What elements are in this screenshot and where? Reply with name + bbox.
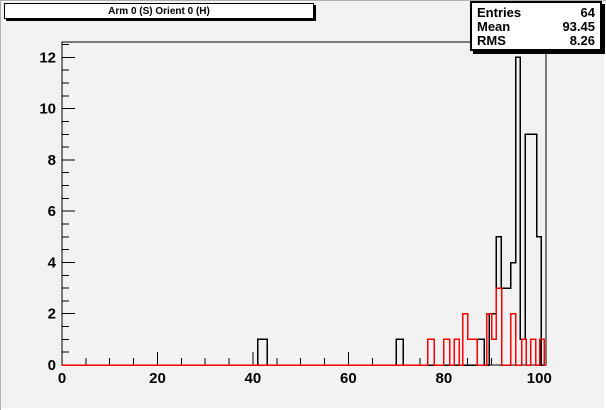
stat-label: Entries (477, 4, 522, 20)
svg-text:12: 12 (39, 49, 56, 66)
x-axis-labels: 0 20 40 60 80 100 (58, 370, 552, 387)
stat-label: Mean (477, 18, 511, 34)
y-axis (62, 44, 75, 366)
stat-row-mean: Mean 93.45 (477, 20, 595, 33)
svg-text:10: 10 (39, 101, 56, 118)
title-box[interactable]: Arm 0 (S) Orient 0 (H) (4, 3, 314, 19)
svg-text:80: 80 (436, 370, 453, 387)
stats-box[interactable]: Entries 64 Mean 93.45 RMS 8.26 (470, 1, 602, 51)
red-histogram-path (62, 287, 546, 366)
stat-value: 8.26 (569, 32, 595, 48)
svg-text:4: 4 (48, 255, 57, 272)
stat-value: 64 (580, 4, 595, 20)
svg-text:2: 2 (48, 306, 56, 323)
y-axis-labels: 0 2 4 6 8 10 12 (39, 49, 56, 374)
plot-frame (61, 41, 547, 366)
svg-text:100: 100 (527, 370, 552, 387)
svg-text:60: 60 (340, 370, 357, 387)
svg-text:0: 0 (48, 357, 56, 374)
svg-text:20: 20 (149, 370, 166, 387)
stat-row-rms: RMS 8.26 (477, 34, 595, 47)
plot-title: Arm 0 (S) Orient 0 (H) (108, 5, 210, 17)
stat-row-entries: Entries 64 (477, 6, 595, 19)
svg-text:6: 6 (48, 203, 56, 220)
x-axis (61, 352, 540, 365)
svg-text:40: 40 (245, 370, 262, 387)
svg-text:0: 0 (58, 370, 66, 387)
svg-text:8: 8 (48, 152, 56, 169)
stat-label: RMS (477, 32, 506, 48)
black-histogram-path (62, 56, 546, 366)
stat-value: 93.45 (562, 18, 595, 34)
